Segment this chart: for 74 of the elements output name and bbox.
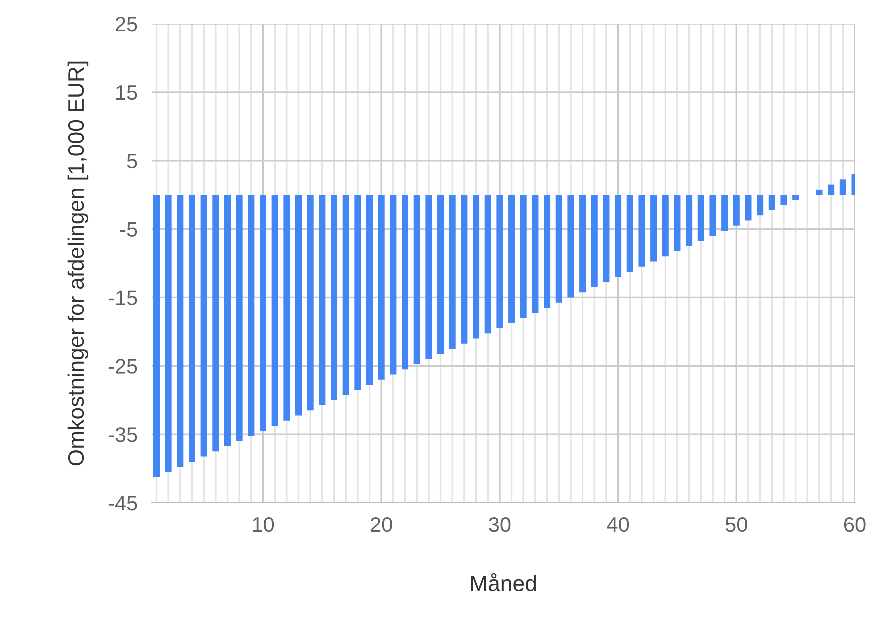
- bar: [508, 195, 516, 324]
- bar: [296, 195, 302, 416]
- bar: [520, 195, 527, 318]
- x-axis-title: Måned: [471, 573, 536, 592]
- bar: [307, 195, 314, 411]
- x-tick-label: 60: [844, 517, 866, 532]
- y-tick-label: 25: [116, 17, 138, 32]
- x-tick-label: 10: [253, 517, 274, 532]
- bar: [260, 195, 267, 432]
- bar: [828, 184, 835, 196]
- bar: [390, 195, 397, 375]
- bar: [556, 195, 562, 303]
- y-tick-label: -15: [108, 290, 138, 306]
- y-tick-label: 15: [116, 86, 138, 100]
- y-tick-label: -45: [108, 496, 138, 511]
- bar: [461, 195, 468, 344]
- x-tick-label: 20: [371, 517, 392, 532]
- bar: [816, 190, 823, 196]
- bar: [532, 195, 539, 314]
- bar: [378, 195, 385, 380]
- bar: [473, 195, 480, 339]
- bar: [840, 180, 846, 196]
- bar: [200, 195, 208, 457]
- bar: [354, 195, 362, 390]
- bar: [236, 195, 243, 442]
- bar: [284, 195, 290, 421]
- bar: [698, 195, 704, 242]
- bar: [662, 195, 669, 257]
- bar: [414, 195, 420, 364]
- bar: [331, 195, 338, 400]
- bar: [757, 195, 764, 216]
- bar: [366, 195, 374, 385]
- bar: [591, 195, 598, 288]
- bar: [674, 195, 681, 252]
- bar: [224, 195, 231, 447]
- y-tick-label: 5: [127, 154, 138, 169]
- bar: [792, 195, 800, 200]
- bar: [780, 195, 788, 206]
- bar: [402, 195, 409, 370]
- bar: [177, 195, 184, 468]
- bar: [603, 195, 610, 282]
- y-tick-label: -35: [108, 428, 138, 442]
- bar: [188, 195, 196, 462]
- bar: [710, 195, 716, 236]
- bar: [496, 195, 504, 329]
- bar: [426, 195, 432, 360]
- y-tick-label: -25: [108, 359, 138, 374]
- bar: [484, 195, 492, 334]
- x-tick-label: 40: [607, 517, 630, 532]
- bar: [165, 195, 172, 472]
- bar: [615, 195, 622, 278]
- bar: [722, 195, 728, 231]
- y-axis-title: Omkostninger for afdelingen [1,000 EUR]: [68, 62, 89, 466]
- bar: [319, 195, 326, 406]
- bar: [438, 195, 444, 354]
- bar: [248, 195, 255, 436]
- bar: [626, 195, 634, 272]
- bar: [153, 195, 160, 478]
- bar: [638, 195, 646, 267]
- bar: [212, 195, 220, 452]
- x-tick-label: 50: [726, 517, 748, 532]
- bar: [449, 195, 456, 350]
- bar: [686, 195, 693, 246]
- bar: [544, 195, 551, 308]
- bar: [768, 195, 776, 210]
- x-tick-label: 30: [489, 517, 511, 532]
- bar: [733, 195, 740, 226]
- bar: [342, 195, 350, 396]
- bar: [745, 195, 752, 221]
- bar: [568, 195, 574, 298]
- bar: [650, 195, 658, 262]
- bar: [272, 195, 278, 426]
- y-tick-label: -5: [120, 222, 138, 238]
- bar: [580, 195, 586, 293]
